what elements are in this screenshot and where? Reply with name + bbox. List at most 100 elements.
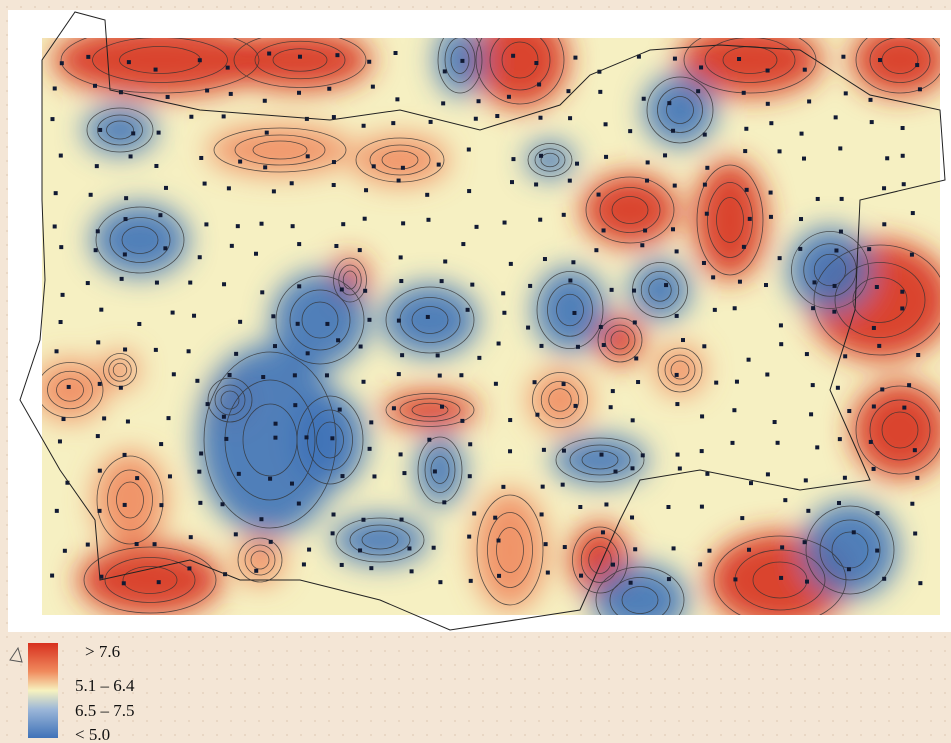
station-marker — [878, 58, 882, 62]
station-marker — [534, 61, 538, 65]
surface-blob — [272, 272, 368, 368]
station-marker — [594, 248, 598, 252]
station-marker — [501, 291, 505, 295]
station-marker — [401, 166, 405, 170]
station-marker — [58, 439, 62, 443]
station-marker — [575, 162, 579, 166]
station-marker — [574, 404, 578, 408]
station-marker — [714, 381, 718, 385]
station-marker — [199, 156, 203, 160]
station-marker — [869, 98, 873, 102]
station-marker — [336, 338, 340, 342]
legend-colorbar — [28, 643, 58, 738]
station-marker — [632, 289, 636, 293]
station-marker — [361, 518, 365, 522]
station-marker — [847, 409, 851, 413]
station-marker — [601, 530, 605, 534]
station-marker — [910, 502, 914, 506]
station-marker — [671, 129, 675, 133]
station-marker — [493, 516, 497, 520]
station-marker — [274, 422, 278, 426]
station-marker — [916, 353, 920, 357]
station-marker — [633, 547, 637, 551]
station-marker — [918, 581, 922, 585]
station-marker — [438, 374, 442, 378]
station-marker — [427, 438, 431, 442]
station-marker — [198, 58, 202, 62]
station-marker — [429, 120, 433, 124]
station-marker — [433, 469, 437, 473]
station-marker — [459, 373, 463, 377]
station-marker — [800, 132, 804, 136]
station-marker — [96, 229, 100, 233]
station-marker — [913, 448, 917, 452]
station-marker — [192, 314, 196, 318]
station-marker — [195, 379, 199, 383]
station-marker — [159, 503, 163, 507]
station-marker — [640, 243, 644, 247]
station-marker — [833, 284, 837, 288]
station-marker — [538, 116, 542, 120]
station-marker — [271, 314, 275, 318]
station-marker — [834, 249, 838, 253]
station-marker — [163, 246, 167, 250]
station-marker — [98, 509, 102, 513]
station-marker — [602, 343, 606, 347]
surface-blob — [474, 490, 546, 610]
station-marker — [671, 227, 675, 231]
surface-blob — [208, 126, 352, 174]
station-marker — [440, 405, 444, 409]
station-marker — [546, 571, 550, 575]
station-marker — [705, 472, 709, 476]
station-marker — [363, 217, 367, 221]
station-marker — [597, 193, 601, 197]
legend-label: 5.1 – 6.4 — [75, 676, 135, 695]
station-marker — [676, 453, 680, 457]
station-marker — [472, 511, 476, 515]
station-marker — [535, 413, 539, 417]
station-marker — [738, 280, 742, 284]
station-marker — [293, 373, 297, 377]
station-marker — [330, 436, 334, 440]
station-marker — [369, 420, 373, 424]
station-marker — [123, 503, 127, 507]
station-marker — [630, 466, 634, 470]
station-marker — [468, 474, 472, 478]
station-marker — [747, 358, 751, 362]
station-marker — [367, 60, 371, 64]
station-marker — [159, 442, 163, 446]
station-marker — [631, 418, 635, 422]
station-marker — [613, 470, 617, 474]
station-marker — [843, 476, 847, 480]
station-marker — [885, 156, 889, 160]
station-marker — [305, 435, 309, 439]
station-marker — [633, 320, 637, 324]
station-marker — [645, 179, 649, 183]
station-marker — [171, 311, 175, 315]
station-marker — [86, 55, 90, 59]
station-marker — [155, 281, 159, 285]
station-marker — [711, 275, 715, 279]
station-marker — [667, 101, 671, 105]
station-marker — [769, 121, 773, 125]
station-marker — [744, 127, 748, 131]
station-marker — [840, 197, 844, 201]
station-marker — [327, 87, 331, 91]
station-marker — [910, 253, 914, 257]
station-marker — [811, 306, 815, 310]
station-marker — [765, 372, 769, 376]
station-marker — [261, 375, 265, 379]
station-marker — [563, 545, 567, 549]
surface-blob — [92, 204, 188, 276]
station-marker — [740, 516, 744, 520]
station-marker — [507, 95, 511, 99]
station-marker — [425, 193, 429, 197]
station-marker — [696, 89, 700, 93]
surface-blob — [84, 106, 156, 154]
station-marker — [443, 259, 447, 263]
station-marker — [297, 502, 301, 506]
station-marker — [902, 406, 906, 410]
station-marker — [542, 448, 546, 452]
station-marker — [599, 325, 603, 329]
surface-blob — [530, 370, 590, 430]
